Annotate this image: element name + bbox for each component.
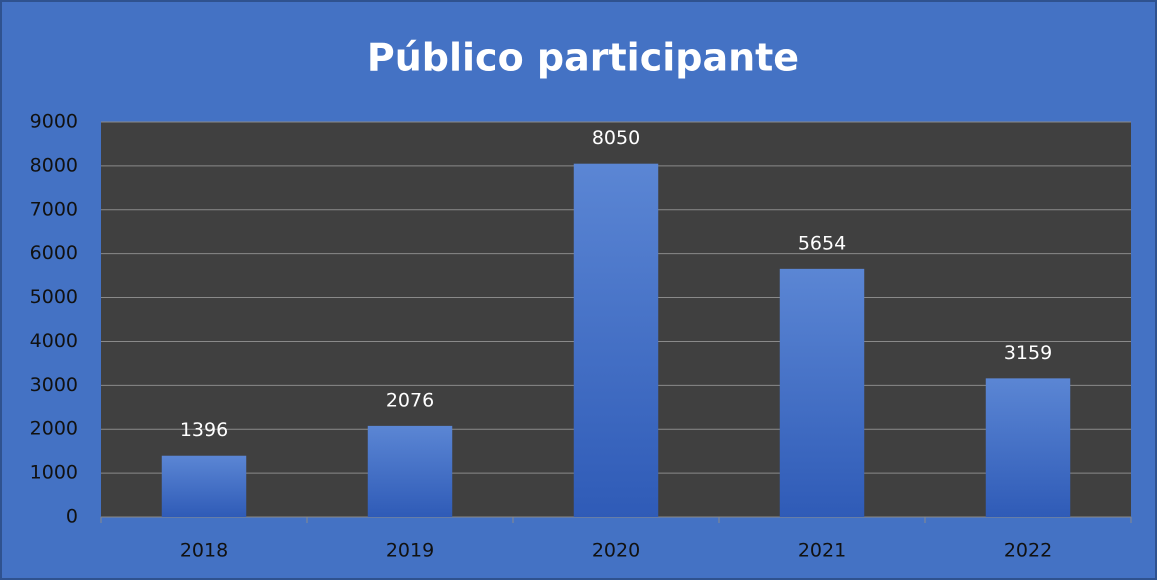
data-label: 5654: [798, 232, 846, 254]
y-tick-label: 7000: [30, 198, 78, 220]
y-tick-label: 3000: [30, 374, 78, 396]
y-tick-label: 6000: [30, 242, 78, 264]
data-label: 1396: [180, 419, 228, 441]
y-tick-label: 5000: [30, 286, 78, 308]
x-tick-label: 2018: [180, 540, 228, 562]
data-label: 3159: [1004, 342, 1052, 364]
x-tick-label: 2019: [386, 540, 434, 562]
x-tick-label: 2020: [592, 540, 640, 562]
bar: [985, 378, 1071, 517]
bar: [367, 425, 453, 517]
y-tick-label: 4000: [30, 330, 78, 352]
x-tick-label: 2021: [798, 540, 846, 562]
x-tick-label: 2022: [1004, 540, 1052, 562]
bar: [779, 268, 865, 517]
y-tick-label: 8000: [30, 154, 78, 176]
data-label: 2076: [386, 389, 434, 411]
chart-title: Público participante: [367, 36, 799, 80]
data-label: 8050: [592, 127, 640, 149]
bar: [573, 163, 659, 517]
bar: [161, 455, 247, 517]
y-tick-label: 0: [66, 506, 78, 528]
y-tick-label: 1000: [30, 462, 78, 484]
y-tick-label: 9000: [30, 111, 78, 133]
y-tick-label: 2000: [30, 418, 78, 440]
